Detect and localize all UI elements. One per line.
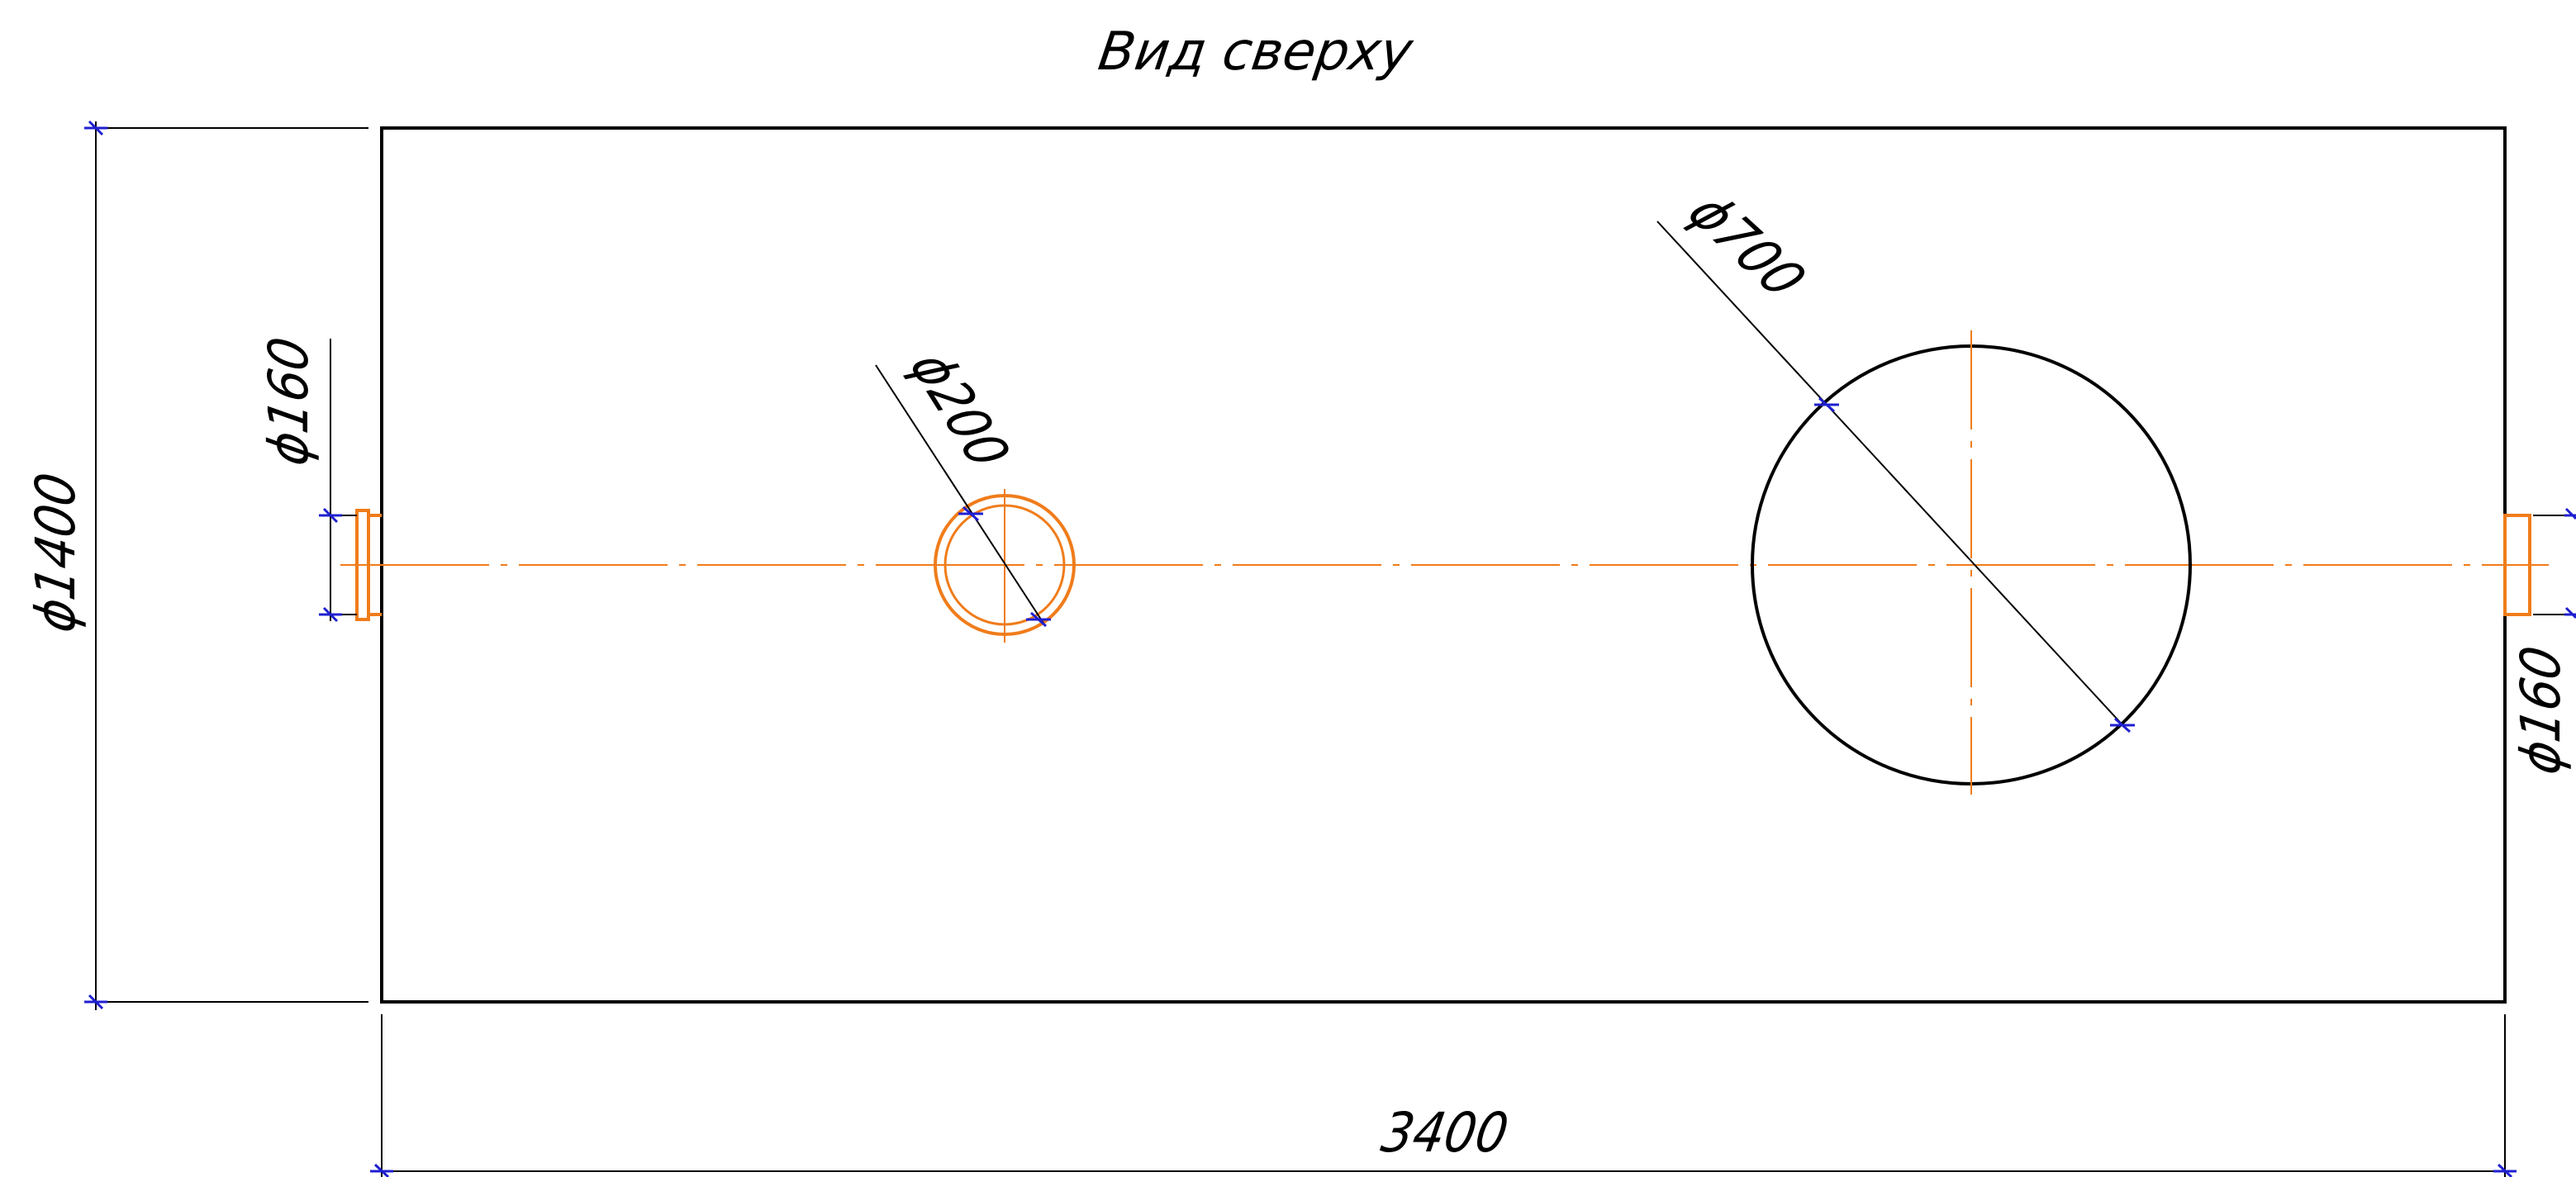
large-hatch-tick-2 (2110, 717, 2135, 733)
small-hatch-tick-1 (958, 505, 983, 522)
right-pipe-tick-1 (2564, 507, 2576, 520)
small-hatch-tick-2 (1026, 611, 1051, 628)
small-hatch-diameter-label: ϕ200 (896, 344, 1024, 476)
large-hatch-diameter-label: ϕ700 (1675, 183, 1819, 308)
body-diameter-tick-top (84, 120, 107, 136)
body-diameter-label: ϕ1400 (23, 468, 87, 637)
large-hatch-diameter-leader (1656, 221, 2128, 731)
large-hatch-tick-1 (1814, 396, 1839, 413)
left-pipe-diameter-label: ϕ160 (256, 333, 320, 470)
length-label: 3400 (1377, 1100, 1514, 1164)
length-tick-right (2493, 1163, 2517, 1177)
left-pipe-flange (355, 509, 370, 621)
right-pipe-diameter-label: ϕ160 (2508, 642, 2572, 779)
view-title: Вид сверху (1095, 21, 1417, 83)
left-pipe-tick-1 (319, 507, 342, 524)
left-pipe-tick-2 (319, 606, 342, 623)
body-diameter-tick-bottom (84, 994, 107, 1010)
small-hatch-diameter-leader (875, 364, 1045, 625)
right-pipe-tick-2 (2564, 606, 2576, 619)
right-pipe-flange (2503, 514, 2531, 616)
length-tick-left (370, 1163, 393, 1177)
